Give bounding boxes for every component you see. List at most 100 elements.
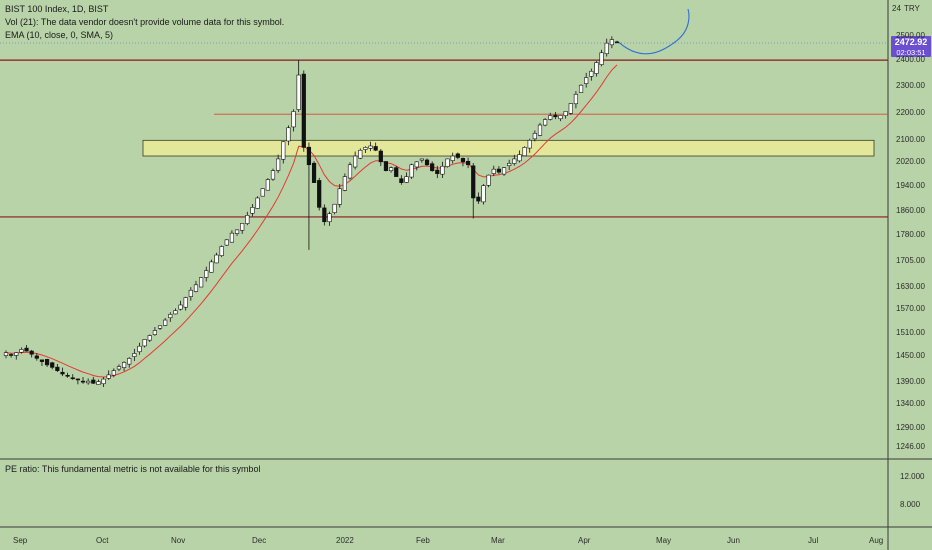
price-tick-label: 2200.00	[896, 108, 925, 117]
candle-body	[240, 223, 245, 231]
candle-body	[168, 314, 173, 319]
candle-body	[209, 261, 214, 273]
candle-body	[60, 371, 65, 375]
candle-body	[548, 115, 553, 120]
candle-body	[522, 147, 527, 157]
candle-body	[363, 147, 368, 150]
price-tick-label: 1340.00	[896, 399, 925, 408]
candle-body	[234, 229, 240, 234]
time-tick-label: Sep	[13, 536, 28, 545]
volume-legend[interactable]: Vol (21): The data vendor doesn't provid…	[5, 17, 285, 27]
candle-body	[450, 155, 455, 161]
candle-body	[65, 374, 70, 377]
candle-body	[75, 378, 80, 381]
candle-body	[260, 188, 265, 197]
candle-body	[553, 114, 558, 118]
candle-body	[466, 160, 471, 166]
candle-body	[188, 289, 193, 297]
support-zone-rect	[142, 139, 875, 157]
ema-legend[interactable]: EMA (10, close, 0, SMA, 5)	[5, 30, 114, 40]
candle-body	[512, 158, 517, 164]
candle-body	[147, 335, 152, 341]
price-tick-label: 1290.00	[896, 423, 925, 432]
candle-body	[471, 165, 476, 199]
candle-body	[327, 213, 332, 223]
candle-body	[491, 168, 496, 174]
candle-body	[183, 297, 188, 308]
horizontal-levels[interactable]	[0, 59, 888, 218]
candle-body	[265, 179, 270, 191]
projection-curve[interactable]	[618, 8, 690, 55]
candle-body	[250, 207, 255, 214]
candle-body	[394, 167, 399, 177]
candle-body	[368, 145, 373, 149]
candle-body	[86, 380, 91, 384]
candle-body	[178, 304, 183, 310]
candle-body	[229, 232, 235, 243]
time-tick-label: Mar	[491, 536, 505, 545]
candle-body	[404, 176, 409, 183]
candle-body	[142, 339, 147, 347]
candle-body	[70, 377, 75, 380]
candle-body	[424, 159, 430, 166]
candle-body	[24, 347, 29, 352]
candle-body	[14, 352, 19, 356]
candle-body	[245, 215, 250, 224]
candle-body	[111, 370, 116, 376]
currency-label[interactable]: TRY	[904, 4, 920, 13]
price-tick-label: 1940.00	[896, 181, 925, 190]
candle-body	[106, 374, 111, 379]
time-tick-label: Oct	[96, 536, 109, 545]
candle-body	[301, 73, 306, 148]
candle-body	[383, 161, 389, 171]
candle-body	[173, 310, 178, 315]
candle-body	[255, 197, 260, 209]
candle-body	[291, 111, 296, 128]
candle-body	[152, 330, 157, 335]
candle-body	[39, 359, 45, 362]
candle-body	[101, 378, 106, 385]
time-tick-label: Apr	[578, 536, 591, 545]
candle-body	[440, 165, 445, 175]
candle-body	[430, 163, 435, 171]
candle-body	[527, 140, 532, 149]
pe-ratio-label: PE ratio: This fundamental metric is not…	[5, 464, 261, 474]
candle-body	[219, 246, 224, 256]
time-tick-label: May	[656, 536, 672, 545]
price-tick-label: 1246.00	[896, 442, 925, 451]
bar-countdown: 02:03:51	[896, 48, 926, 57]
candle-body	[19, 349, 24, 353]
candle-body	[460, 158, 466, 163]
candle-body	[163, 319, 168, 326]
price-tick-label: 1860.00	[896, 206, 925, 215]
candle-body	[584, 77, 589, 84]
candle-body	[532, 133, 537, 140]
symbol-title[interactable]: BIST 100 Index, 1D, BIST	[5, 4, 109, 14]
time-tick-label: Aug	[869, 536, 884, 545]
candle-body	[3, 352, 9, 356]
price-tick-label: 1390.00	[896, 377, 925, 386]
candle-body	[558, 115, 563, 120]
support-zone[interactable]	[142, 139, 875, 157]
price-tick-label: 2400.00	[896, 55, 925, 64]
candle-body	[127, 358, 132, 365]
candle-body	[286, 127, 291, 142]
candle-body	[435, 169, 440, 174]
candle-body	[599, 52, 604, 65]
candle-body	[50, 362, 55, 368]
candle-body	[578, 84, 584, 93]
price-tick-label: 1510.00	[896, 328, 925, 337]
candle-body	[409, 164, 414, 178]
candle-body	[132, 353, 137, 357]
price-tick-label: 1450.00	[896, 351, 925, 360]
candle-body	[204, 270, 209, 278]
time-tick-label: Feb	[416, 536, 430, 545]
last-price-badge: 2472.92 02:03:51	[891, 36, 931, 57]
candle-body	[214, 254, 219, 264]
price-axis-top-label: 24	[892, 4, 901, 13]
candle-body	[347, 164, 353, 179]
time-tick-label: 2022	[336, 536, 354, 545]
